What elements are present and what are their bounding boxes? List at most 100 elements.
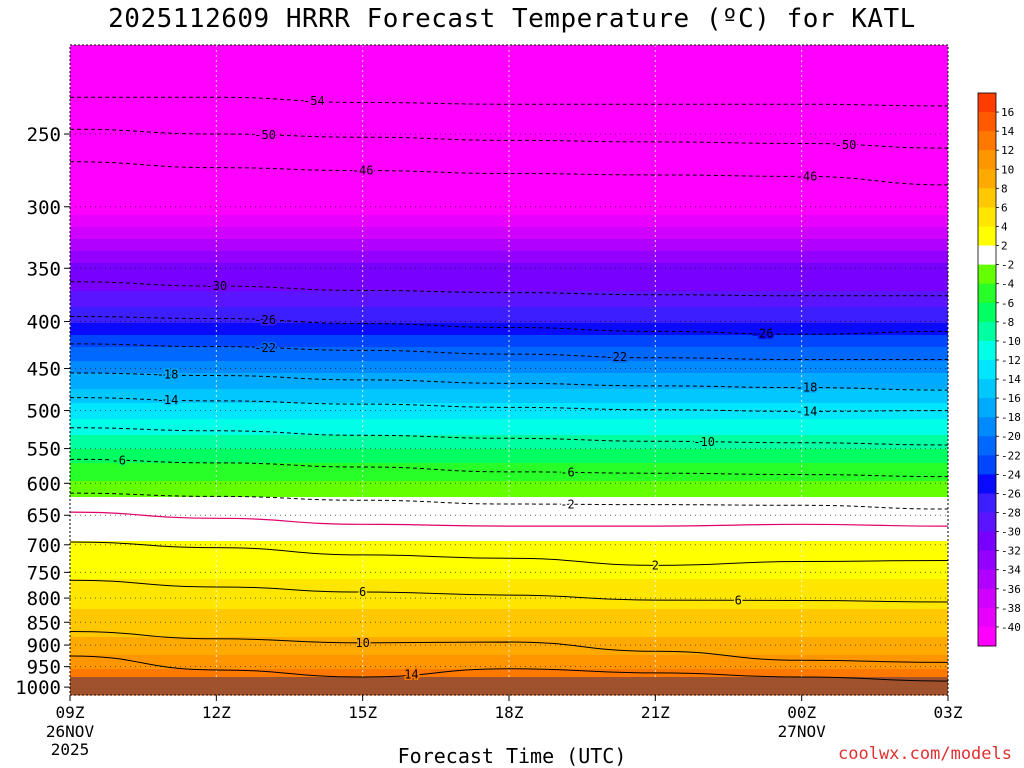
colorbar-label: -12 bbox=[1001, 354, 1021, 367]
shade-band bbox=[70, 281, 948, 284]
contour-lines bbox=[69, 96, 949, 682]
y-tick-label: 500 bbox=[27, 401, 61, 423]
colorbar-swatch bbox=[978, 569, 996, 590]
shade-band bbox=[70, 223, 948, 226]
shade-band bbox=[70, 601, 948, 604]
x-tick-label: 18Z bbox=[495, 703, 524, 722]
shade-band bbox=[70, 57, 948, 60]
shade-band bbox=[70, 107, 948, 110]
shade-band bbox=[70, 421, 948, 424]
colorbar-swatch bbox=[978, 207, 996, 227]
shade-band bbox=[70, 587, 948, 590]
shade-band bbox=[70, 431, 948, 434]
shade-band bbox=[70, 621, 948, 624]
shade-band bbox=[70, 291, 948, 294]
shade-band bbox=[70, 663, 948, 666]
shade-band bbox=[70, 593, 948, 596]
shade-band bbox=[70, 561, 948, 564]
colorbar-swatch bbox=[978, 169, 996, 189]
site-credit[interactable]: coolwx.com/models bbox=[838, 744, 1012, 764]
shade-band bbox=[70, 341, 948, 344]
shade-band bbox=[70, 113, 948, 116]
contour-line bbox=[69, 372, 949, 391]
shade-band bbox=[70, 253, 948, 256]
colorbar-swatch bbox=[978, 607, 996, 628]
contour-line bbox=[69, 343, 948, 361]
shade-band bbox=[70, 227, 948, 230]
colorbar-swatch bbox=[978, 245, 996, 266]
shade-band bbox=[70, 633, 948, 636]
shade-band bbox=[70, 251, 948, 254]
colorbar-label: -26 bbox=[1001, 487, 1021, 500]
colorbar-label: -10 bbox=[1001, 335, 1021, 348]
shade-band bbox=[70, 591, 948, 594]
shade-band bbox=[70, 543, 948, 546]
contour-label: -46 bbox=[796, 170, 818, 184]
shade-band bbox=[70, 71, 948, 74]
shade-band bbox=[70, 147, 948, 150]
shade-band bbox=[70, 257, 948, 260]
contour-line bbox=[69, 458, 949, 478]
shade-band bbox=[70, 191, 948, 194]
shade-band bbox=[70, 357, 948, 360]
shade-band bbox=[70, 373, 948, 376]
shade-band bbox=[70, 243, 948, 246]
shade-band bbox=[70, 237, 948, 240]
chart-title: 2025112609 HRRR Forecast Temperature (ºC… bbox=[108, 4, 916, 34]
contour-label: -18 bbox=[157, 368, 179, 382]
contour-line bbox=[69, 631, 949, 663]
colorbar-frame bbox=[977, 92, 997, 647]
colorbar-label: -6 bbox=[1001, 297, 1014, 310]
contour-line bbox=[69, 492, 949, 510]
shade-band bbox=[70, 517, 948, 520]
shade-band bbox=[70, 491, 948, 494]
shade-band bbox=[70, 513, 948, 516]
colorbar-swatch bbox=[978, 359, 996, 380]
x-tick-label: 21Z bbox=[641, 703, 670, 722]
colorbar-label: 14 bbox=[1001, 125, 1015, 138]
shade-band bbox=[70, 63, 948, 66]
colorbar-label: -20 bbox=[1001, 430, 1021, 443]
shade-band bbox=[70, 201, 948, 204]
shade-band bbox=[70, 477, 948, 480]
contour-label: -14 bbox=[157, 393, 179, 407]
shade-band bbox=[70, 47, 948, 50]
shade-band bbox=[70, 651, 948, 654]
shade-band bbox=[70, 213, 948, 216]
shade-band bbox=[70, 167, 948, 170]
shade-band bbox=[70, 53, 948, 56]
shade-band bbox=[70, 197, 948, 200]
colorbar-label: -30 bbox=[1001, 526, 1021, 539]
colorbar-swatch bbox=[978, 436, 996, 456]
shade-band bbox=[70, 627, 948, 630]
x-tick-date: 26NOV bbox=[46, 722, 95, 741]
shade-band bbox=[70, 433, 948, 436]
colorbar-label: -14 bbox=[1001, 373, 1021, 386]
shade-band bbox=[70, 397, 948, 400]
shade-band bbox=[70, 163, 948, 166]
shade-band bbox=[70, 321, 948, 324]
colorbar-swatch bbox=[978, 264, 996, 285]
shade-band bbox=[70, 461, 948, 464]
shade-band bbox=[70, 657, 948, 660]
shade-band bbox=[70, 93, 948, 96]
shade-band bbox=[70, 111, 948, 114]
shade-band bbox=[70, 151, 948, 154]
shade-band bbox=[70, 507, 948, 510]
shade-band bbox=[70, 177, 948, 180]
colorbar-label: 2 bbox=[1001, 240, 1008, 253]
shade-band bbox=[70, 503, 948, 506]
shade-band bbox=[70, 267, 948, 270]
x-tick-label: 00Z bbox=[787, 703, 816, 722]
shade-band bbox=[70, 391, 948, 394]
shade-band bbox=[70, 263, 948, 266]
contour-label: -10 bbox=[693, 435, 715, 449]
colorbar-swatch bbox=[978, 93, 996, 113]
shade-band bbox=[70, 283, 948, 286]
shade-band bbox=[70, 211, 948, 214]
shade-band bbox=[70, 67, 948, 70]
shade-band bbox=[70, 423, 948, 426]
shade-band bbox=[70, 337, 948, 340]
